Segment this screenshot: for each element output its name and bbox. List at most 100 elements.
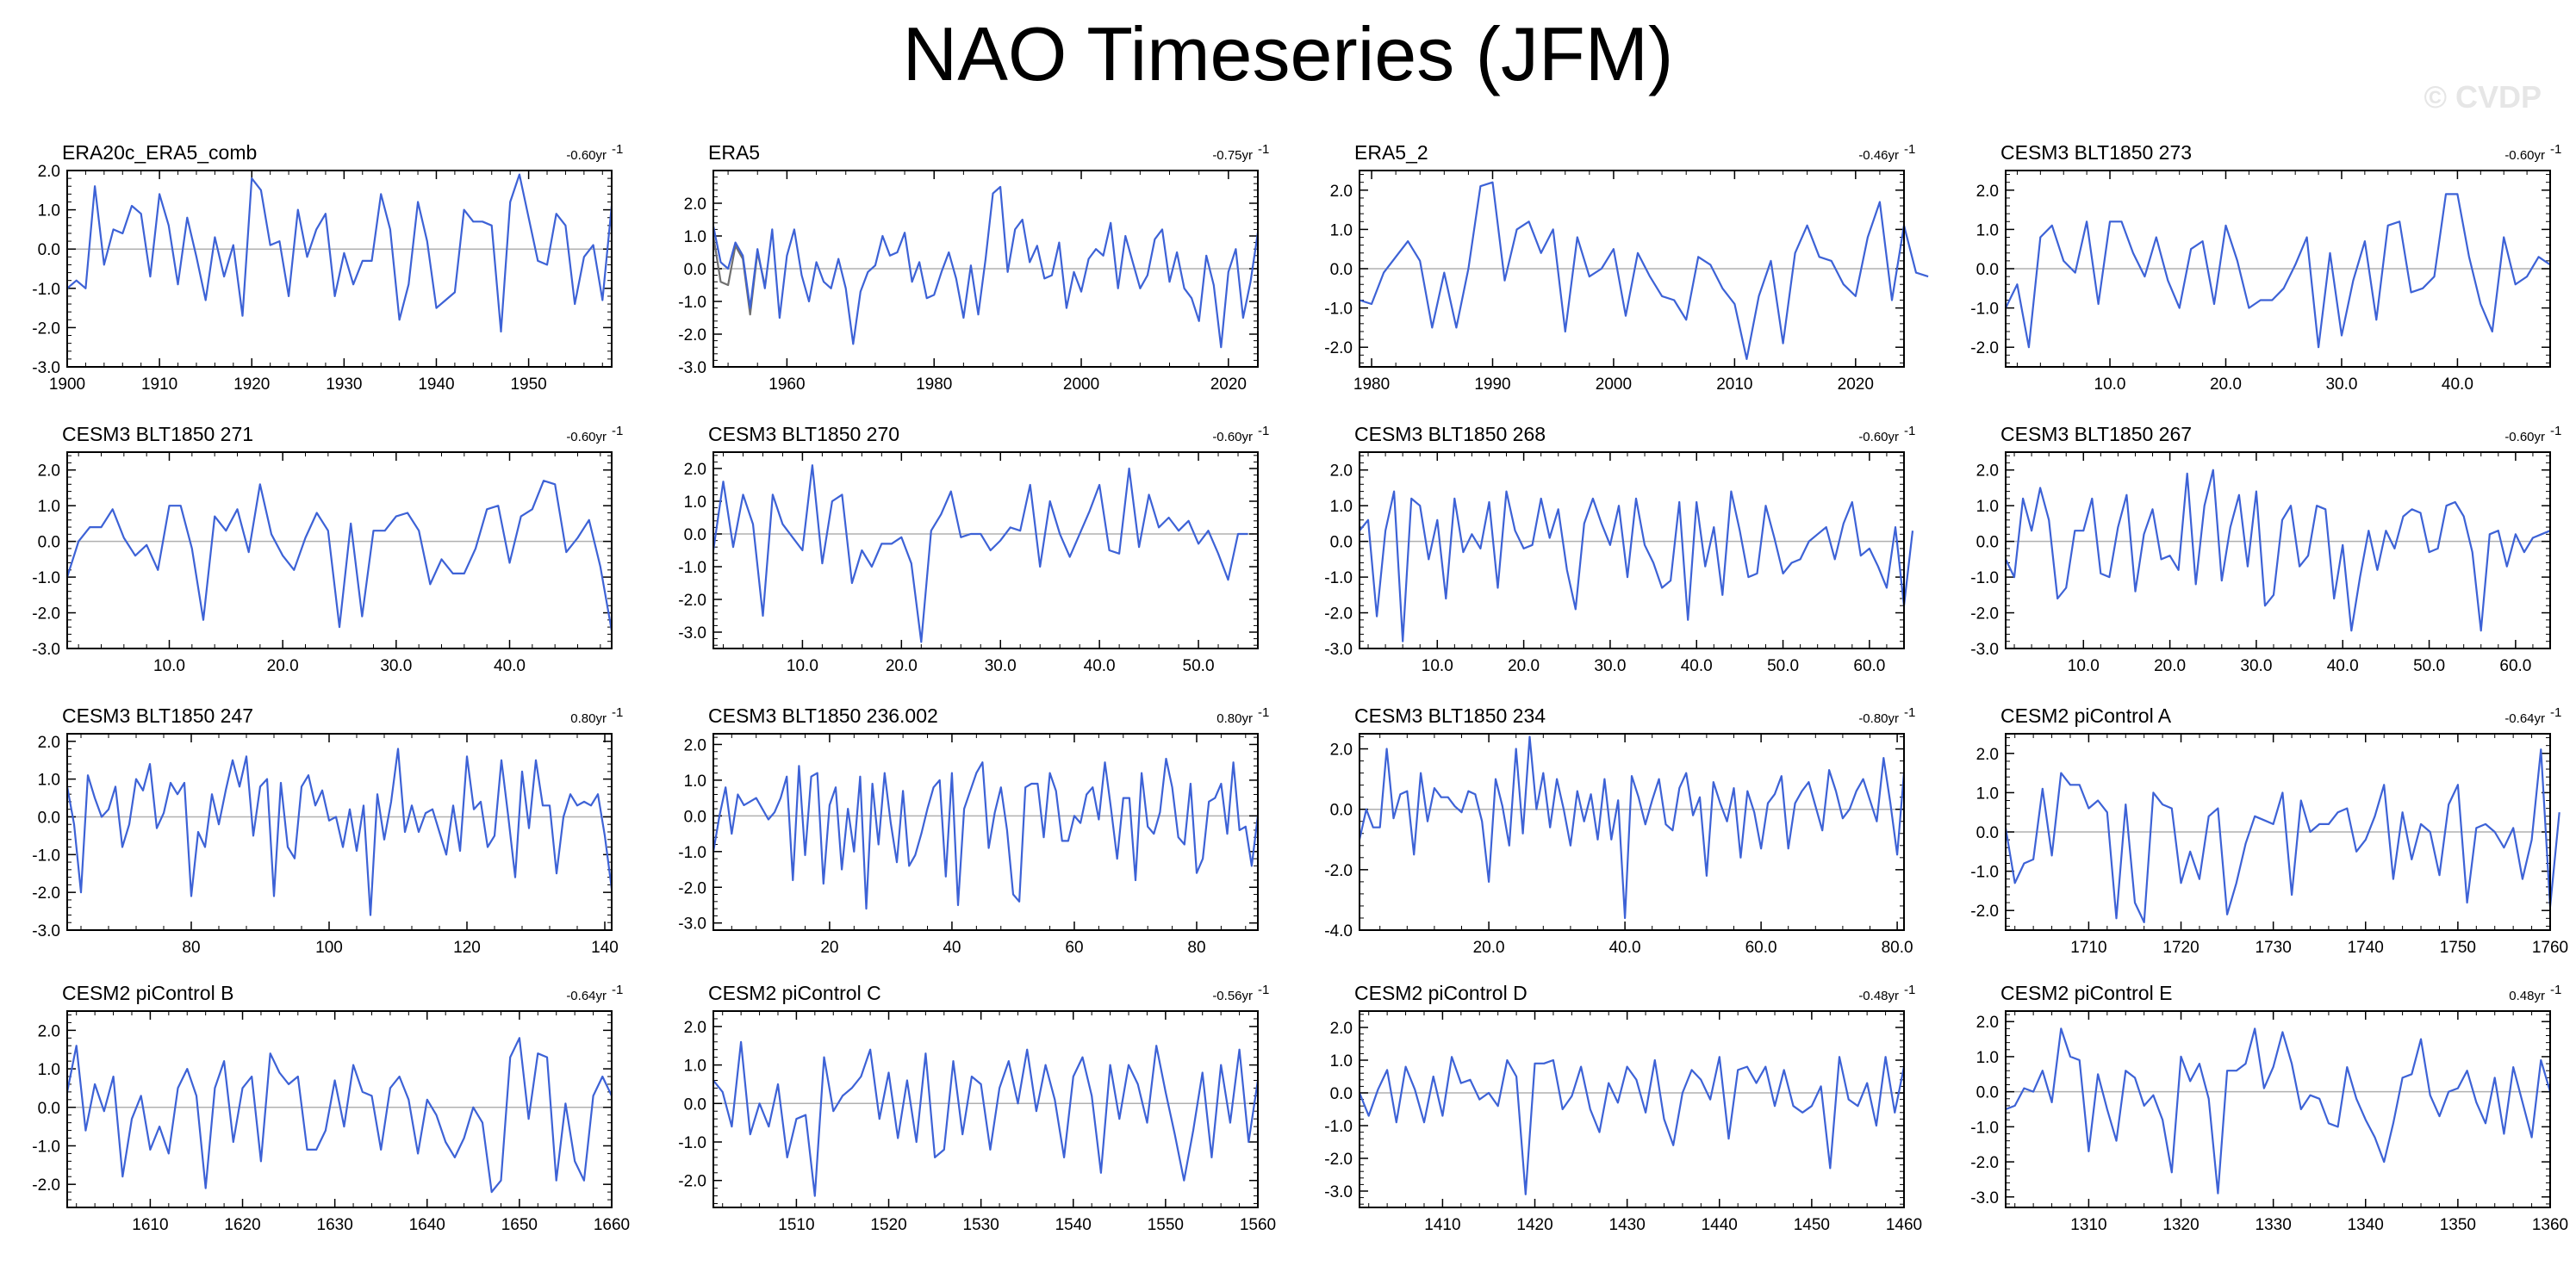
- panel-frame: [712, 1010, 1259, 1208]
- y-tick-label: -3.0: [1324, 1183, 1353, 1201]
- y-tick-label: 0.0: [1976, 261, 1999, 279]
- panel-title: ERA20c_ERA5_comb: [62, 141, 257, 164]
- x-tick-label: 60.0: [1853, 657, 1885, 675]
- y-tick-label: -1.0: [1324, 1118, 1353, 1136]
- nao-panel-12: CESM2 piControl A -0.64yr -1 -2.0 -1.0 0.0 1.0…: [1970, 704, 2568, 957]
- x-tick-label: 1340: [2348, 1216, 2384, 1234]
- x-tick-label: 2020: [1210, 375, 1247, 394]
- x-tick-label: 30.0: [2325, 375, 2357, 394]
- x-tick-label: 1740: [2348, 939, 2384, 957]
- y-tick-label: -3.0: [1970, 641, 1999, 659]
- y-tick-label: -1.0: [678, 559, 706, 577]
- y-tick-label: -2.0: [1970, 1154, 1999, 1172]
- panel-frame: [66, 451, 613, 649]
- trend-label: -0.60yr: [566, 148, 607, 163]
- y-tick-label: 1.0: [1330, 1052, 1353, 1071]
- y-tick-label: -1.0: [1324, 569, 1353, 587]
- trend-superscript: -1: [1904, 424, 1915, 438]
- series-line-1: [712, 1040, 1260, 1197]
- x-tick-label: 40.0: [1681, 657, 1713, 675]
- cvdp-watermark: © CVDP: [2424, 79, 2542, 115]
- y-tick-label: -2.0: [1324, 339, 1353, 357]
- trend-label: -0.64yr: [566, 989, 607, 1003]
- trend-superscript: -1: [1258, 705, 1269, 720]
- x-tick-label: 1910: [141, 375, 177, 394]
- x-tick-label: 20.0: [267, 657, 299, 675]
- y-tick-label: -2.0: [1324, 862, 1353, 880]
- x-tick-label: 60.0: [2499, 657, 2531, 675]
- y-tick-label: 2.0: [1976, 183, 1999, 201]
- x-tick-label: 1560: [1240, 1216, 1276, 1234]
- panel-title: CESM3 BLT1850 268: [1354, 423, 1546, 445]
- y-tick-label: -2.0: [1970, 903, 1999, 921]
- y-tick-label: -1.0: [32, 847, 60, 865]
- x-tick-label: 1650: [501, 1216, 538, 1234]
- x-tick-label: 40.0: [1609, 939, 1641, 957]
- panel-frame: [2005, 1010, 2551, 1208]
- x-tick-label: 60: [1065, 939, 1083, 957]
- trend-label: -0.46yr: [1858, 148, 1899, 163]
- trend-label: 0.80yr: [570, 711, 607, 726]
- panel-title: CESM2 piControl C: [708, 982, 881, 1004]
- x-tick-label: 1460: [1886, 1216, 1922, 1234]
- x-tick-label: 1920: [233, 375, 270, 394]
- x-tick-label: 1930: [326, 375, 362, 394]
- trend-superscript: -1: [1904, 983, 1915, 997]
- y-tick-label: -2.0: [678, 1173, 706, 1191]
- trend-superscript: -1: [1258, 983, 1269, 997]
- trend-superscript: -1: [1904, 142, 1915, 157]
- y-tick-label: 2.0: [1976, 746, 1999, 764]
- nao-panel-8: CESM3 BLT1850 267 -0.60yr -1 -3.0 -2.0 -1.0 0.…: [1970, 423, 2561, 675]
- trend-superscript: -1: [612, 424, 623, 438]
- trend-label: 0.48yr: [2509, 989, 2545, 1003]
- panel-title: CESM3 BLT1850 271: [62, 423, 253, 445]
- series-line-1: [2005, 1027, 2552, 1195]
- x-tick-label: 1760: [2532, 939, 2568, 957]
- y-tick-label: -1.0: [1970, 569, 1999, 587]
- panel-frame: [2005, 170, 2551, 368]
- y-tick-label: -3.0: [678, 915, 706, 934]
- x-tick-label: 1410: [1424, 1216, 1460, 1234]
- y-tick-label: -2.0: [678, 326, 706, 344]
- series-line-1: [66, 173, 613, 333]
- panel-frame: [66, 170, 613, 368]
- y-tick-label: -2.0: [678, 592, 706, 610]
- y-tick-label: 0.0: [684, 526, 706, 544]
- nao-panel-1: ERA20c_ERA5_comb -0.60yr -1 -3.0 -2.0 -1.0 0.0…: [32, 141, 623, 394]
- trend-label: -0.60yr: [566, 430, 607, 444]
- x-tick-label: 30.0: [380, 657, 412, 675]
- x-tick-label: 1310: [2070, 1216, 2106, 1234]
- y-tick-label: -3.0: [678, 624, 706, 642]
- nao-panel-3: ERA5_2 -0.46yr -1 -2.0 -1.0 0.0 1.0 2.0 1980 1990…: [1324, 141, 1929, 394]
- y-tick-label: -1.0: [678, 294, 706, 312]
- panel-title: CESM3 BLT1850 247: [62, 704, 253, 727]
- y-tick-label: 1.0: [684, 773, 706, 791]
- y-tick-label: 1.0: [1330, 498, 1353, 516]
- x-tick-label: 1520: [870, 1216, 906, 1234]
- panel-frame: [1359, 733, 1905, 931]
- x-tick-label: 1750: [2440, 939, 2476, 957]
- x-tick-label: 80.0: [1882, 939, 1913, 957]
- y-tick-label: -3.0: [32, 922, 60, 940]
- panel-frame: [66, 1010, 613, 1208]
- trend-superscript: -1: [612, 142, 623, 157]
- x-tick-label: 50.0: [2413, 657, 2445, 675]
- x-tick-label: 50.0: [1767, 657, 1799, 675]
- y-tick-label: -2.0: [1324, 1151, 1353, 1169]
- y-tick-label: 2.0: [684, 1019, 706, 1037]
- y-tick-label: -2.0: [678, 879, 706, 897]
- y-tick-label: 1.0: [1976, 785, 1999, 803]
- series-line-1: [1359, 490, 1914, 642]
- x-tick-label: 1720: [2162, 939, 2199, 957]
- nao-panel-6: CESM3 BLT1850 270 -0.60yr -1 -3.0 -2.0 -1.0 0.…: [678, 423, 1269, 675]
- y-tick-label: -1.0: [678, 1134, 706, 1152]
- y-tick-label: 0.0: [38, 809, 60, 827]
- trend-label: 0.80yr: [1216, 711, 1253, 726]
- series-line-1: [65, 1037, 613, 1194]
- x-tick-label: 1330: [2256, 1216, 2292, 1234]
- panel-frame: [1359, 451, 1905, 649]
- y-tick-label: -2.0: [32, 884, 60, 903]
- y-tick-label: -1.0: [678, 844, 706, 862]
- x-tick-label: 1530: [963, 1216, 999, 1234]
